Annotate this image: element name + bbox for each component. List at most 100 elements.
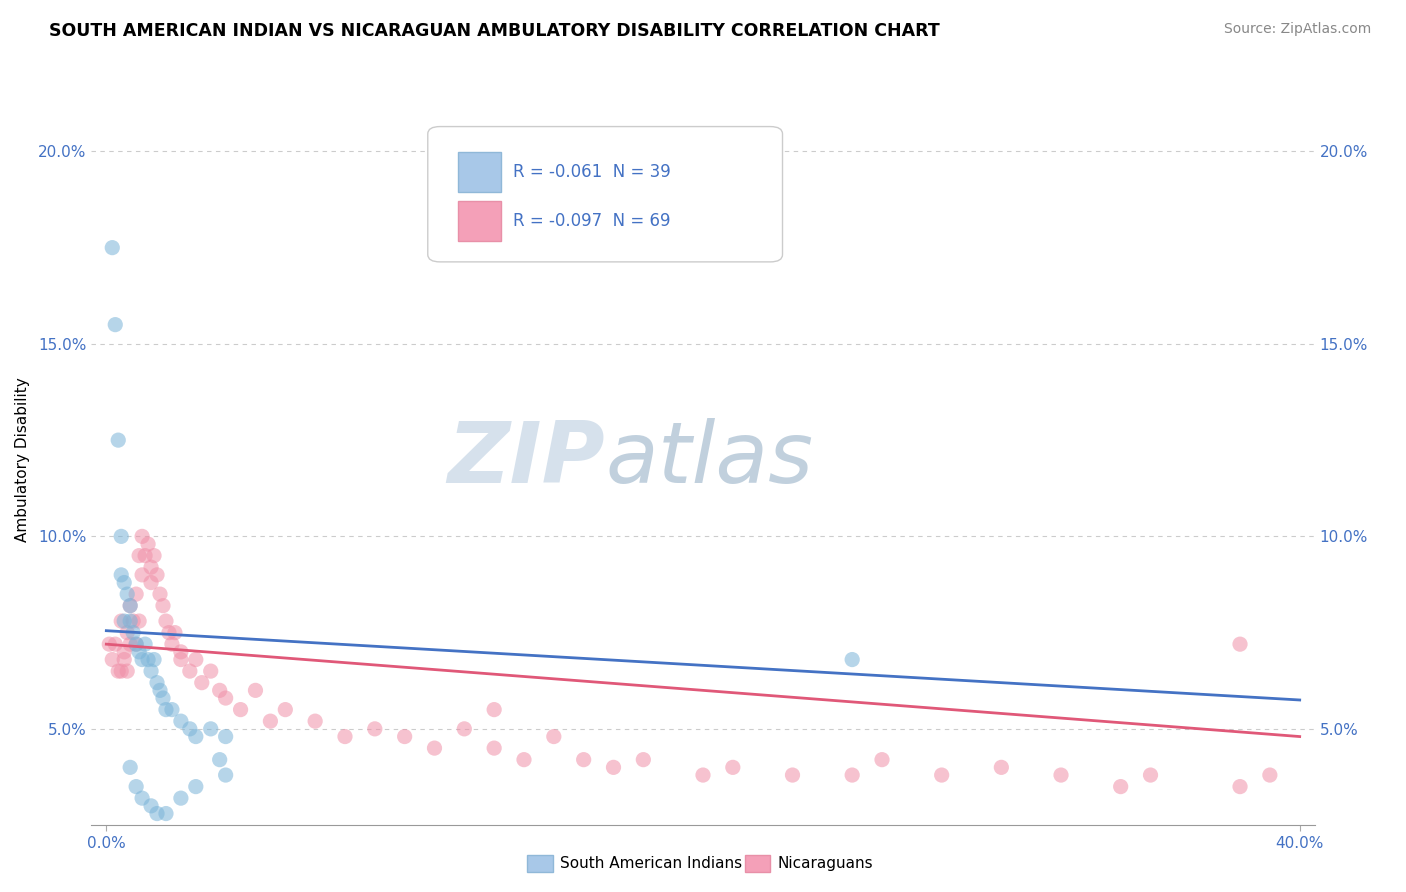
- Point: [214, 691, 236, 706]
- Point: [112, 645, 135, 659]
- Point: [146, 675, 169, 690]
- Point: [200, 664, 222, 678]
- Point: [245, 683, 267, 698]
- Point: [107, 433, 129, 447]
- Point: [120, 599, 142, 613]
- Point: [131, 529, 153, 543]
- Point: [274, 703, 297, 717]
- Y-axis label: Ambulatory Disability: Ambulatory Disability: [15, 377, 30, 541]
- Point: [152, 599, 174, 613]
- Point: [170, 645, 193, 659]
- Point: [841, 652, 863, 666]
- Point: [208, 753, 231, 767]
- Bar: [458, 153, 501, 193]
- Point: [191, 675, 214, 690]
- Point: [513, 753, 536, 767]
- Point: [482, 703, 505, 717]
- Point: [125, 637, 148, 651]
- Point: [112, 614, 135, 628]
- Point: [170, 652, 193, 666]
- Point: [259, 714, 281, 728]
- Point: [120, 599, 142, 613]
- Point: [110, 664, 132, 678]
- Point: [229, 703, 252, 717]
- Point: [120, 760, 142, 774]
- Point: [139, 798, 162, 813]
- Point: [482, 741, 505, 756]
- Point: [134, 549, 156, 563]
- Point: [115, 625, 138, 640]
- Point: [110, 529, 132, 543]
- Point: [163, 625, 186, 640]
- Point: [128, 614, 150, 628]
- Text: R = -0.097  N = 69: R = -0.097 N = 69: [513, 212, 671, 230]
- Point: [122, 614, 145, 628]
- Text: Nicaraguans: Nicaraguans: [778, 856, 873, 871]
- Point: [184, 730, 207, 744]
- Bar: [458, 202, 501, 242]
- Point: [128, 645, 150, 659]
- Point: [692, 768, 714, 782]
- Point: [120, 614, 142, 628]
- Point: [136, 537, 159, 551]
- Point: [304, 714, 326, 728]
- Point: [160, 703, 183, 717]
- Point: [633, 753, 655, 767]
- Point: [136, 652, 159, 666]
- Point: [143, 549, 166, 563]
- Point: [139, 664, 162, 678]
- Point: [112, 652, 135, 666]
- Point: [155, 703, 177, 717]
- Point: [122, 625, 145, 640]
- Point: [146, 806, 169, 821]
- Point: [98, 637, 121, 651]
- Point: [572, 753, 595, 767]
- Text: atlas: atlas: [605, 417, 813, 501]
- Point: [170, 714, 193, 728]
- Point: [1229, 780, 1251, 794]
- Point: [146, 567, 169, 582]
- Point: [931, 768, 953, 782]
- Point: [453, 722, 475, 736]
- Text: ZIP: ZIP: [447, 417, 605, 501]
- Text: South American Indians: South American Indians: [560, 856, 742, 871]
- Point: [101, 241, 124, 255]
- Point: [125, 637, 148, 651]
- Point: [602, 760, 624, 774]
- Point: [208, 683, 231, 698]
- Point: [157, 625, 180, 640]
- Point: [184, 780, 207, 794]
- Point: [841, 768, 863, 782]
- Text: Source: ZipAtlas.com: Source: ZipAtlas.com: [1223, 22, 1371, 37]
- Point: [143, 652, 166, 666]
- Point: [782, 768, 804, 782]
- Point: [115, 587, 138, 601]
- Point: [1109, 780, 1132, 794]
- Point: [125, 780, 148, 794]
- Point: [721, 760, 744, 774]
- Point: [394, 730, 416, 744]
- Point: [149, 587, 172, 601]
- Point: [1050, 768, 1073, 782]
- Point: [543, 730, 565, 744]
- Point: [990, 760, 1012, 774]
- Point: [120, 637, 142, 651]
- Point: [110, 567, 132, 582]
- Point: [184, 652, 207, 666]
- Point: [110, 614, 132, 628]
- Point: [131, 791, 153, 805]
- Point: [870, 753, 893, 767]
- Point: [155, 614, 177, 628]
- Point: [1229, 637, 1251, 651]
- Point: [131, 652, 153, 666]
- Point: [214, 730, 236, 744]
- Point: [179, 722, 201, 736]
- Point: [149, 683, 172, 698]
- Point: [101, 652, 124, 666]
- Point: [112, 575, 135, 590]
- Point: [134, 637, 156, 651]
- Point: [152, 691, 174, 706]
- Point: [1258, 768, 1281, 782]
- Point: [107, 664, 129, 678]
- Point: [115, 664, 138, 678]
